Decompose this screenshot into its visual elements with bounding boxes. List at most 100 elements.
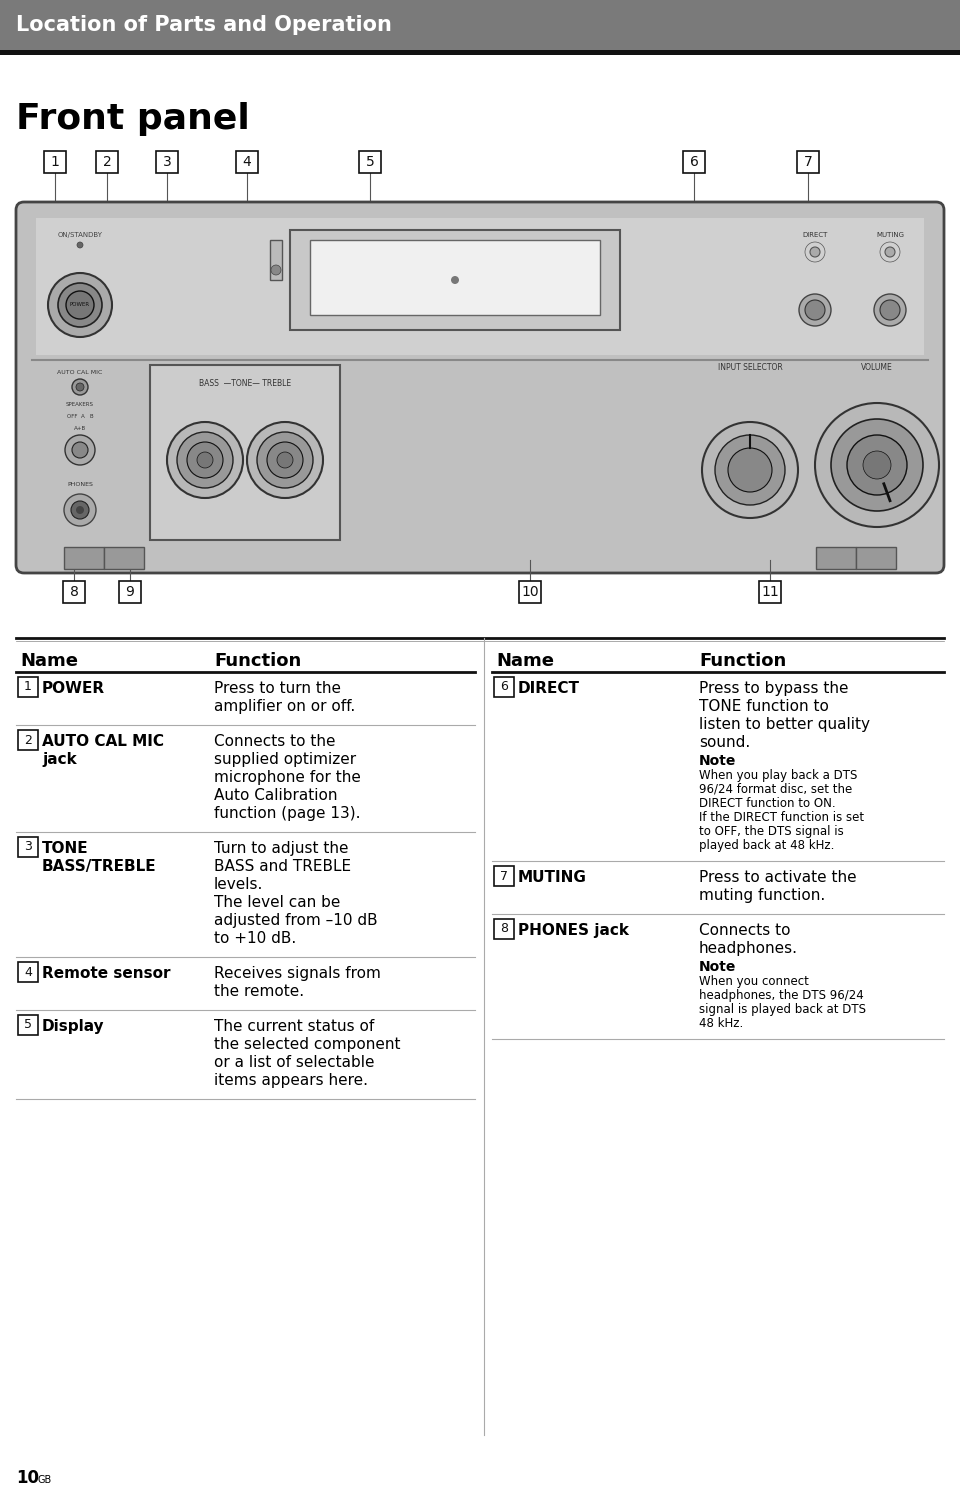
Circle shape [257,433,313,488]
Text: 3: 3 [24,840,32,853]
Text: Note: Note [699,960,736,975]
Circle shape [197,452,213,469]
Text: 3: 3 [162,156,172,169]
Text: the selected component: the selected component [214,1037,400,1052]
Text: Press to bypass the: Press to bypass the [699,681,849,696]
Text: Note: Note [699,754,736,768]
Text: levels.: levels. [214,877,263,892]
Circle shape [810,247,820,257]
Text: 10: 10 [521,585,539,599]
Circle shape [880,299,900,320]
Text: 96/24 format disc, set the: 96/24 format disc, set the [699,783,852,796]
Text: the remote.: the remote. [214,984,304,998]
Circle shape [72,442,88,458]
Bar [0,49,960,55]
Text: adjusted from –10 dB: adjusted from –10 dB [214,913,377,928]
Text: Press to turn the: Press to turn the [214,681,341,696]
Text: played back at 48 kHz.: played back at 48 kHz. [699,838,834,852]
Text: 2: 2 [103,156,111,169]
Text: GB: GB [38,1475,52,1485]
Text: 1: 1 [24,681,32,693]
Text: 48 kHz.: 48 kHz. [699,1016,743,1030]
Text: amplifier on or off.: amplifier on or off. [214,699,355,714]
Circle shape [66,290,94,319]
Circle shape [77,243,83,249]
Bar [797,151,819,174]
Circle shape [874,293,906,326]
Text: 4: 4 [24,966,32,979]
Circle shape [72,379,88,395]
Text: Function: Function [214,653,301,671]
Circle shape [277,452,293,469]
Text: or a list of selectable: or a list of selectable [214,1055,374,1070]
Circle shape [715,436,785,504]
Text: muting function.: muting function. [699,888,826,903]
Text: AUTO CAL MIC: AUTO CAL MIC [42,734,164,748]
Bar [44,151,66,174]
Text: Auto Calibration: Auto Calibration [214,787,338,802]
Bar [310,240,600,314]
Text: DIRECT: DIRECT [518,681,580,696]
Text: function (page 13).: function (page 13). [214,805,361,820]
Text: 2: 2 [24,734,32,747]
Text: Name: Name [496,653,554,671]
Bar [494,919,514,939]
Text: TONE: TONE [42,841,88,856]
Text: When you play back a DTS: When you play back a DTS [699,769,857,781]
Circle shape [48,272,112,337]
Text: 7: 7 [500,870,508,883]
Text: 4: 4 [243,156,252,169]
Text: Front panel: Front panel [16,102,250,136]
Bar [494,865,514,886]
Circle shape [271,265,281,275]
Text: 9: 9 [126,585,134,599]
Text: The level can be: The level can be [214,895,341,910]
Circle shape [76,383,84,391]
Text: Press to activate the: Press to activate the [699,870,856,885]
Text: Function: Function [699,653,786,671]
Circle shape [76,506,84,513]
Bar [63,581,85,603]
Text: headphones.: headphones. [699,942,798,957]
Text: ON/STANDBY: ON/STANDBY [58,232,103,238]
Bar [18,731,38,750]
Text: 5: 5 [366,156,374,169]
Text: 10: 10 [16,1469,39,1487]
Text: 8: 8 [69,585,79,599]
Circle shape [64,494,96,525]
Circle shape [177,433,233,488]
Text: MUTING: MUTING [518,870,587,885]
Text: signal is played back at DTS: signal is played back at DTS [699,1003,866,1016]
Bar [150,365,340,540]
Text: Name: Name [20,653,78,671]
Text: to +10 dB.: to +10 dB. [214,931,297,946]
Circle shape [451,275,459,284]
Text: Connects to the: Connects to the [214,734,335,748]
Bar [104,546,144,569]
Text: Turn to adjust the: Turn to adjust the [214,841,348,856]
Bar [96,151,118,174]
Text: BASS/TREBLE: BASS/TREBLE [42,859,156,874]
Circle shape [831,419,923,510]
Text: jack: jack [42,751,77,766]
Text: 7: 7 [804,156,812,169]
Text: POWER: POWER [42,681,106,696]
Text: Receives signals from: Receives signals from [214,966,381,981]
Circle shape [815,403,939,527]
Text: Connects to: Connects to [699,924,790,939]
Bar [759,581,781,603]
Bar [18,963,38,982]
Text: TONE function to: TONE function to [699,699,828,714]
Text: POWER: POWER [70,302,90,307]
Text: 8: 8 [500,922,508,936]
Text: Location of Parts and Operation: Location of Parts and Operation [16,15,392,34]
Circle shape [805,299,825,320]
Bar [64,546,104,569]
Bar [18,837,38,856]
Bar [156,151,178,174]
Bar [0,0,960,49]
Text: When you connect: When you connect [699,975,809,988]
Circle shape [885,247,895,257]
Bar [816,546,856,569]
Circle shape [65,436,95,466]
